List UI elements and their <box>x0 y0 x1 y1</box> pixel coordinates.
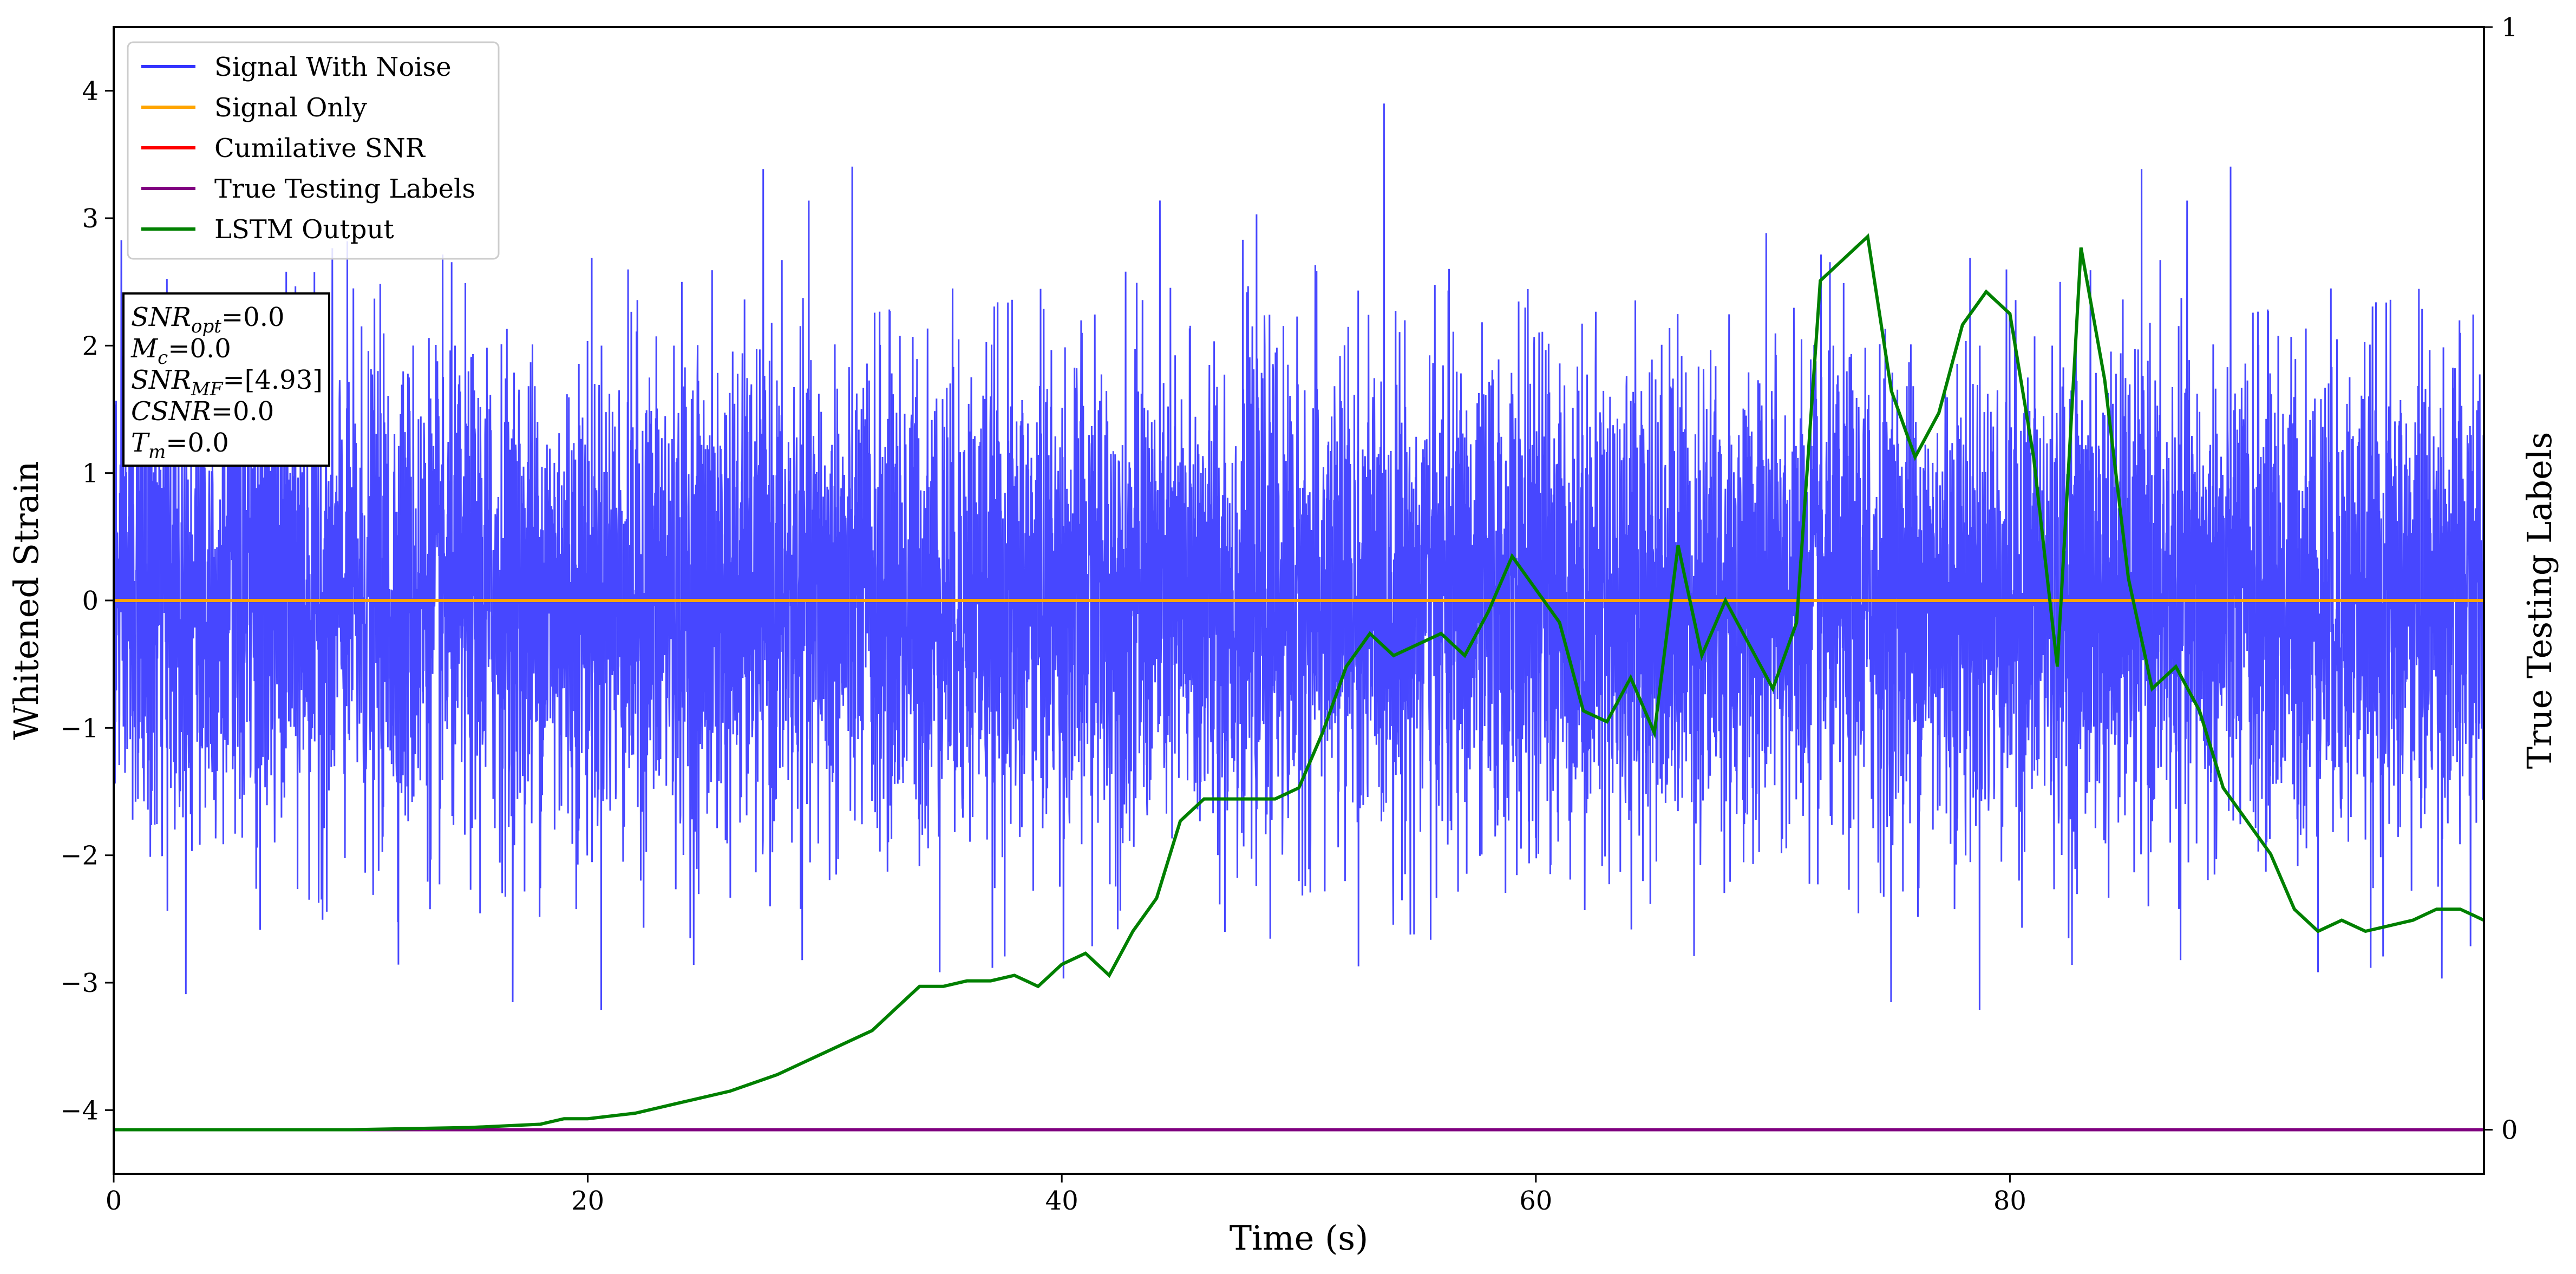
y-tick-label: 1 <box>82 459 99 489</box>
y-tick-label: −1 <box>60 713 99 743</box>
y-axis-title: Whitened Strain <box>6 461 46 740</box>
x-tick-label: 40 <box>1045 1186 1078 1216</box>
y-tick-label: −2 <box>60 841 99 871</box>
signal-with-noise-line <box>113 103 2485 1010</box>
y-tick-label: −4 <box>60 1095 99 1126</box>
legend-label: True Testing Labels <box>214 174 475 204</box>
info-box-line: SNRMF=[4.93] <box>131 365 323 400</box>
legend-label: LSTM Output <box>214 214 394 245</box>
x-tick-label: 80 <box>1993 1186 2026 1216</box>
y-axis-right-title: True Testing Labels <box>2520 432 2559 769</box>
legend-label: Cumilative SNR <box>214 133 426 164</box>
signal-with-noise-series <box>113 103 2485 1010</box>
legend-frame <box>127 41 500 260</box>
info-box-line: Tm=0.0 <box>131 428 229 463</box>
line-series-layer <box>114 233 2485 1132</box>
y-right-tick-label: 0 <box>2501 1115 2518 1146</box>
y-tick-label: −3 <box>60 968 99 998</box>
x-tick-label: 20 <box>571 1186 604 1216</box>
info-box-line: CSNR=0.0 <box>131 396 274 427</box>
legend: Signal With Noise Signal Only Cumilative S… <box>127 41 500 260</box>
y-tick-label: 3 <box>82 204 99 234</box>
info-box-line: Mc=0.0 <box>130 334 231 369</box>
legend-label: Signal Only <box>214 93 367 123</box>
info-box: SNRopt=0.0Mc=0.0SNRMF=[4.93]CSNR=0.0Tm=0… <box>122 292 330 467</box>
info-box-line: SNRopt=0.0 <box>131 302 285 337</box>
y-tick-label: 0 <box>82 586 99 616</box>
x-tick-label: 0 <box>106 1186 122 1216</box>
lstm-output-line <box>114 233 2485 1132</box>
legend-label: Signal With Noise <box>214 52 452 82</box>
x-axis-title: Time (s) <box>1230 1218 1369 1258</box>
info-box-frame <box>122 292 330 467</box>
y-right-tick-label: 1 <box>2501 12 2518 43</box>
y-tick-label: 2 <box>82 331 99 361</box>
x-tick-label: 60 <box>1519 1186 1552 1216</box>
y-tick-label: 4 <box>82 76 99 107</box>
